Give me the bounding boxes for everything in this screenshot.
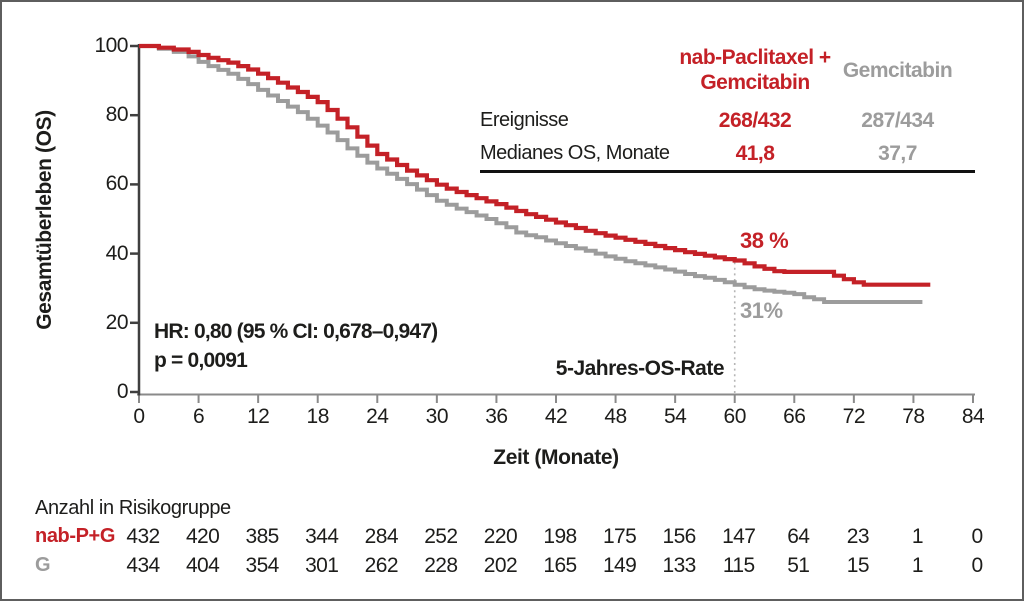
risk-count: 115 — [722, 554, 755, 577]
risk-count: 1 — [911, 554, 924, 577]
red-five-year-rate-value: 38 % — [740, 228, 789, 253]
risk-count: 220 — [483, 525, 518, 548]
risk-count: 262 — [364, 554, 399, 577]
x-tick-label: 0 — [133, 405, 145, 428]
x-axis-title: Zeit (Monate) — [493, 446, 619, 469]
risk-count: 51 — [787, 554, 810, 577]
risk-table-title: Anzahl in Risikogruppe — [35, 497, 231, 519]
risk-count: 385 — [245, 525, 280, 548]
x-tick-label: 48 — [604, 405, 627, 428]
x-tick-label: 30 — [425, 405, 449, 428]
risk-count: 432 — [126, 525, 160, 548]
x-tick-label: 36 — [485, 405, 508, 428]
km-curve-gemcitabin — [139, 44, 923, 304]
x-tick-label: 24 — [366, 405, 389, 428]
gray-five-year-rate-value: 31% — [740, 298, 783, 323]
risk-row-label-nabpg: nab-P+G — [35, 525, 115, 547]
risk-count: 156 — [662, 525, 697, 548]
x-tick-label: 84 — [961, 405, 985, 428]
stats-col-header-gray: Gemcitabin — [842, 59, 953, 82]
risk-count: 301 — [305, 554, 339, 577]
risk-count: 1 — [911, 525, 924, 548]
x-tick-label: 72 — [842, 405, 866, 428]
x-tick-label: 6 — [192, 405, 205, 428]
risk-count: 165 — [543, 554, 577, 577]
red-header-line1: nab-Paclitaxel + — [679, 46, 831, 69]
y-tick-label: 60 — [105, 172, 129, 196]
x-tick-label: 54 — [663, 405, 687, 428]
km-curve-nab-paclitaxel-gemcitabin — [139, 43, 931, 287]
y-tick-label: 100 — [94, 34, 128, 57]
stats-events-red: 268/432 — [718, 108, 792, 132]
y-tick-label: 80 — [105, 103, 129, 127]
x-tick-label: 18 — [306, 405, 330, 428]
risk-count: 133 — [662, 554, 697, 577]
stats-median-gray: 37,7 — [878, 141, 917, 165]
risk-count: 198 — [543, 525, 577, 548]
risk-count: 23 — [846, 525, 870, 548]
stats-median-red: 41,8 — [735, 141, 775, 165]
risk-count: 0 — [971, 525, 983, 548]
stats-col-header-red: nab-Paclitaxel + Gemcitabin — [679, 42, 831, 104]
y-tick-label: 0 — [116, 380, 129, 403]
risk-count: 252 — [424, 525, 458, 548]
risk-count: 344 — [305, 525, 339, 548]
stats-row-events-label: Ereignisse — [480, 109, 569, 131]
risk-count: 175 — [602, 525, 637, 548]
stats-table: nab-Paclitaxel + Gemcitabin Gemcitabin E… — [480, 42, 975, 173]
risk-row-label-g: G — [35, 554, 51, 576]
risk-count: 202 — [483, 554, 518, 577]
p-value-text: p = 0,0091 — [154, 349, 248, 372]
red-header-line2: Gemcitabin — [700, 71, 810, 94]
risk-count: 420 — [185, 525, 220, 548]
five-year-os-rate-label: 5-Jahres-OS-Rate — [555, 357, 725, 380]
risk-count: 0 — [971, 554, 983, 577]
x-tick-label: 66 — [783, 405, 806, 428]
y-axis-title: Gesamtüberleben (OS) — [33, 110, 56, 330]
risk-count: 434 — [126, 554, 160, 577]
y-tick-label: 40 — [105, 241, 129, 265]
risk-count: 228 — [424, 554, 458, 577]
risk-count: 15 — [846, 554, 870, 577]
risk-count: 284 — [364, 525, 399, 548]
x-tick-label: 78 — [902, 405, 925, 428]
stats-row-median-label: Medianes OS, Monate — [480, 142, 670, 164]
x-tick-label: 60 — [723, 405, 747, 428]
stats-events-gray: 287/434 — [861, 108, 934, 132]
x-tick-label: 12 — [246, 405, 270, 428]
risk-count: 404 — [185, 554, 220, 577]
x-tick-label: 42 — [544, 405, 568, 428]
risk-count: 147 — [722, 525, 756, 548]
y-tick-label: 20 — [105, 310, 129, 334]
risk-count: 149 — [602, 554, 637, 577]
risk-count: 354 — [245, 554, 280, 577]
stats-header-spacer — [480, 42, 690, 104]
hazard-ratio-text: HR: 0,80 (95 % CI: 0,678–0,947) — [154, 320, 438, 343]
risk-count: 64 — [787, 525, 810, 548]
